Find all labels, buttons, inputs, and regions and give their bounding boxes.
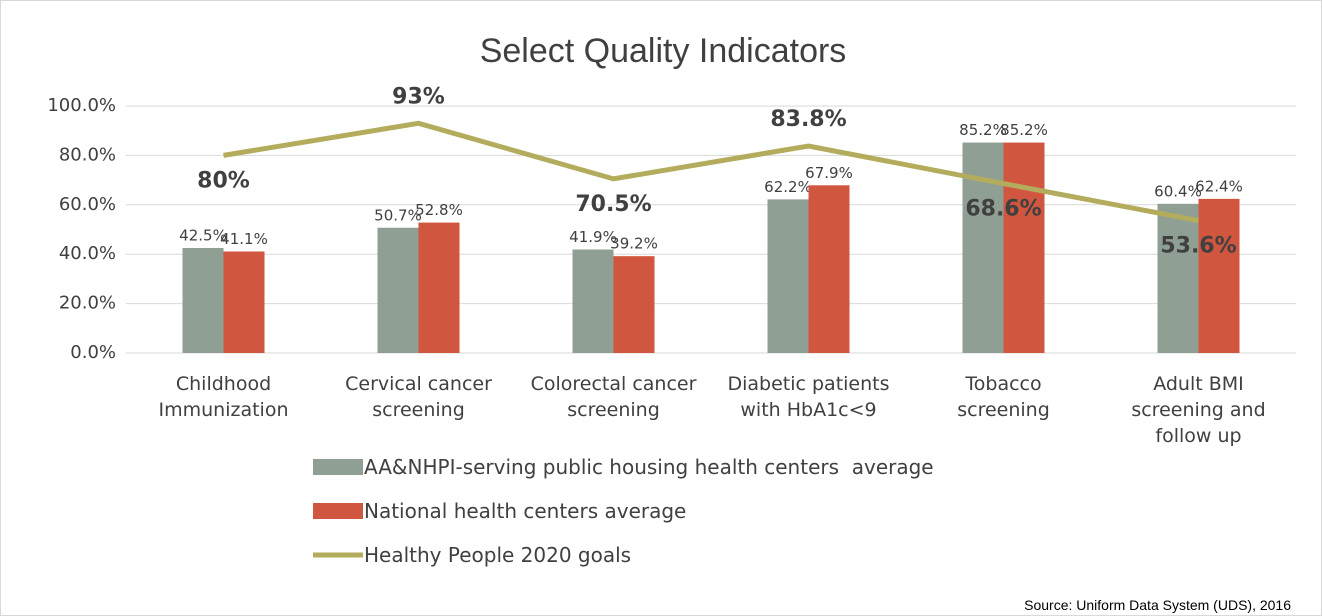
y-tick-label: 60.0%	[59, 194, 116, 215]
legend-label: AA&NHPI-serving public housing health ce…	[364, 455, 934, 479]
bar	[1198, 198, 1240, 353]
x-tick-label: Childhood Immunization	[158, 373, 289, 421]
y-tick-label: 80.0%	[59, 144, 116, 165]
line-label: 83.8%	[770, 107, 846, 132]
line-label: 68.6%	[965, 197, 1041, 222]
data-label: 85.2%	[1000, 121, 1048, 139]
line-label: 93%	[392, 84, 445, 109]
data-label: 60.4%	[1154, 182, 1202, 200]
data-label: 42.5%	[179, 227, 227, 245]
legend-swatch	[313, 503, 363, 519]
legend-label: National health centers average	[364, 499, 687, 523]
x-tick-label: Diabetic patients with HbA1c<9	[727, 373, 890, 421]
bar	[418, 222, 460, 353]
y-tick-label: 0.0%	[70, 342, 116, 363]
data-label: 62.4%	[1195, 177, 1243, 195]
x-tick-label: Colorectal cancer screening	[530, 373, 697, 421]
line	[223, 120, 1199, 224]
line-label: 80%	[197, 168, 250, 193]
bar	[767, 199, 809, 353]
bar	[572, 249, 614, 353]
line-label: 70.5%	[575, 192, 651, 217]
bar	[377, 227, 419, 353]
y-tick-label: 20.0%	[59, 293, 116, 314]
bar	[223, 251, 265, 353]
legend-swatch	[313, 459, 363, 475]
data-label: 39.2%	[610, 235, 658, 253]
bar	[808, 185, 850, 353]
bar	[1157, 203, 1199, 353]
bar	[182, 248, 224, 353]
data-label: 62.2%	[764, 178, 812, 196]
x-tick-label: Cervical cancer screening	[345, 373, 492, 421]
data-label: 85.2%	[959, 121, 1007, 139]
y-tick-label: 100.0%	[47, 95, 116, 116]
legend-label: Healthy People 2020 goals	[364, 543, 632, 567]
data-label: 41.1%	[220, 230, 268, 248]
chart-title: Select Quality Indicators	[480, 32, 847, 70]
data-label: 41.9%	[569, 228, 617, 246]
bar	[1003, 142, 1045, 353]
data-label: 67.9%	[805, 164, 853, 182]
bar	[613, 256, 655, 353]
source: Source: Uniform Data System (UDS), 2016	[1024, 597, 1291, 613]
line-label: 53.6%	[1160, 234, 1236, 259]
data-label: 52.8%	[415, 201, 463, 219]
x-tick-label: Adult BMI screening and follow up	[1131, 373, 1266, 447]
bar	[962, 142, 1004, 353]
x-tick-label: Tobacco screening	[957, 373, 1050, 421]
data-label: 50.7%	[374, 206, 422, 224]
y-tick-label: 40.0%	[59, 243, 116, 264]
